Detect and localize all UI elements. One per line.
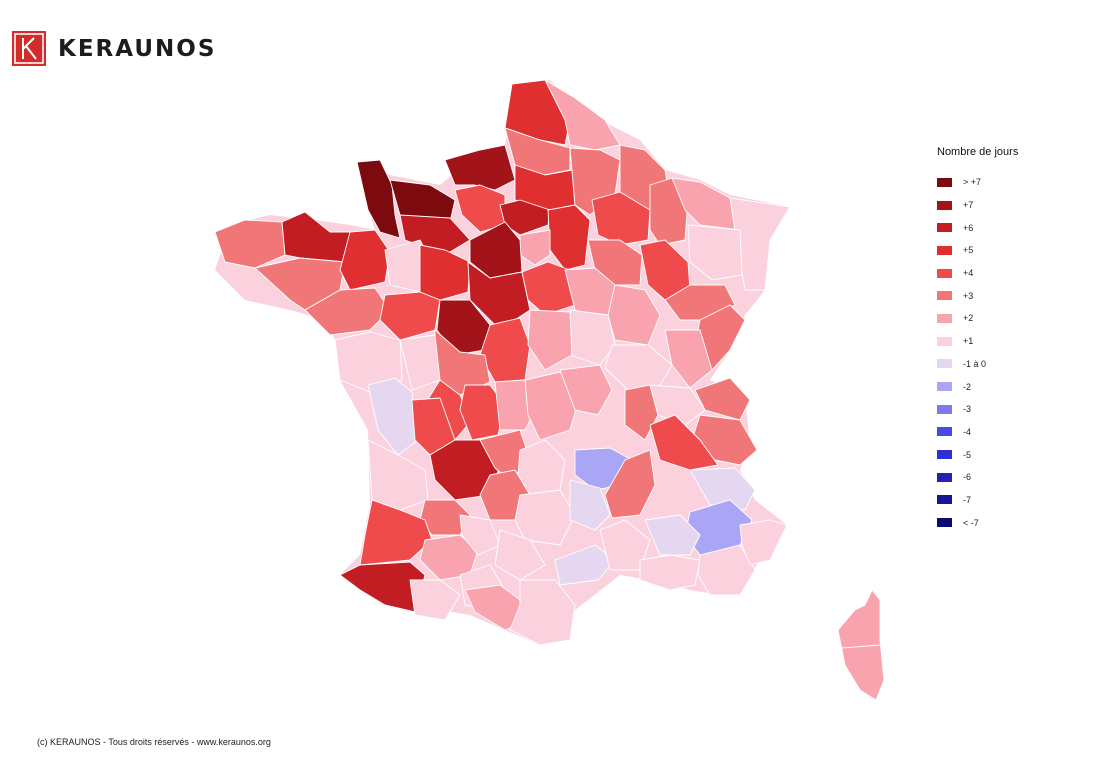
- legend-swatch: [937, 200, 952, 210]
- department-aveyron: [514, 489, 576, 546]
- department-corse: [837, 589, 885, 701]
- legend-swatch: [937, 404, 952, 414]
- legend-label: -7: [963, 494, 972, 505]
- legend-item: -7: [937, 489, 1077, 512]
- department-meurthe: [687, 224, 743, 281]
- legend-label: +2: [963, 313, 974, 324]
- legend-item: +1: [937, 330, 1077, 353]
- legend-label: +6: [963, 222, 974, 233]
- legend-item: +6: [937, 216, 1077, 239]
- department-marne: [591, 191, 651, 246]
- department-landes: [359, 499, 433, 566]
- legend-title: Nombre de jours: [937, 146, 1019, 158]
- department-lozere: [569, 479, 611, 531]
- legend-label: +3: [963, 290, 974, 301]
- legend-swatch: [937, 245, 952, 255]
- legend-item: -6: [937, 466, 1077, 489]
- department-jura: [664, 329, 713, 389]
- department-puy-de-dome: [524, 371, 581, 441]
- department-var: [697, 544, 756, 596]
- department-manche: [356, 159, 401, 239]
- legend-list: > +7 +7 +6 +5 +4 +3 +2 +1 -1 à 0 -2 -3 -4 -5 -6 -7 < -7: [937, 171, 1077, 534]
- legend-swatch: [937, 177, 952, 187]
- legend-item: -3: [937, 398, 1077, 421]
- legend-swatch: [937, 268, 952, 278]
- legend-item: +7: [937, 194, 1077, 217]
- legend-swatch: [937, 472, 952, 482]
- department-gard: [599, 519, 651, 571]
- department-bouches-du-rhone: [639, 554, 701, 591]
- department-vendee: [334, 331, 403, 393]
- legend-item: < -7: [937, 511, 1077, 534]
- legend-label: < -7: [963, 517, 979, 528]
- department-tarn-et-garonne: [459, 514, 501, 556]
- department-eure: [444, 144, 516, 191]
- legend-label: -1 à 0: [963, 358, 987, 369]
- legend-swatch: [937, 450, 952, 460]
- legend-swatch: [937, 518, 952, 528]
- legend-item: +3: [937, 284, 1077, 307]
- legend-item: -5: [937, 443, 1077, 466]
- legend-label: +1: [963, 336, 974, 347]
- legend-item: -1 à 0: [937, 353, 1077, 376]
- legend-item: +5: [937, 239, 1077, 262]
- department-orne: [399, 214, 471, 256]
- department-ain: [649, 384, 706, 426]
- legend-item: +4: [937, 262, 1077, 285]
- department-haute-vienne: [459, 384, 506, 441]
- department-corse-divider: [841, 644, 881, 649]
- legend-label: -3: [963, 404, 972, 415]
- department-tarn: [494, 529, 546, 581]
- department-isere: [689, 467, 756, 511]
- legend-swatch: [937, 495, 952, 505]
- legend-swatch: [937, 336, 952, 346]
- department-aude: [509, 579, 576, 646]
- department-allier: [527, 309, 573, 371]
- legend-label: -2: [963, 381, 972, 392]
- department-saone-et-loire: [604, 344, 673, 391]
- department-ille-et-vilaine: [339, 229, 391, 291]
- brand-name: KERAUNOS: [58, 35, 217, 62]
- legend-swatch: [937, 359, 952, 369]
- department-cotes-darmor: [281, 211, 351, 263]
- legend-item: +2: [937, 307, 1077, 330]
- legend-swatch: [937, 291, 952, 301]
- department-vaucluse: [644, 514, 701, 556]
- legend-label: -6: [963, 472, 972, 483]
- legend-item: -4: [937, 421, 1077, 444]
- copyright-footer: (c) KERAUNOS - Tous droits réservés - ww…: [37, 737, 271, 747]
- legend-item: > +7: [937, 171, 1077, 194]
- department-ardeche: [604, 449, 656, 519]
- legend-label: +5: [963, 245, 974, 256]
- legend-label: > +7: [963, 177, 982, 188]
- legend-item: -2: [937, 375, 1077, 398]
- legend-label: -4: [963, 426, 972, 437]
- department-loire: [559, 364, 613, 416]
- legend-swatch: [937, 313, 952, 323]
- legend-label: -5: [963, 449, 972, 460]
- legend-swatch: [937, 223, 952, 233]
- map-legend: Nombre de jours > +7 +7 +6 +5 +4 +3 +2 +1 -1 à 0…: [937, 146, 1077, 534]
- department-drome: [649, 414, 719, 471]
- legend-swatch: [937, 382, 952, 392]
- legend-swatch: [937, 427, 952, 437]
- legend-label: +4: [963, 268, 974, 279]
- keraunos-logo-mark: [12, 31, 46, 66]
- keraunos-logo: KERAUNOS: [12, 31, 216, 66]
- department-alpes-maritimes: [739, 519, 788, 566]
- department-nord-east: [544, 79, 621, 151]
- department-haute-savoie: [694, 377, 751, 421]
- legend-label: +7: [963, 200, 974, 211]
- department-hautes-pyrenees: [409, 579, 461, 621]
- department-herault: [554, 544, 616, 586]
